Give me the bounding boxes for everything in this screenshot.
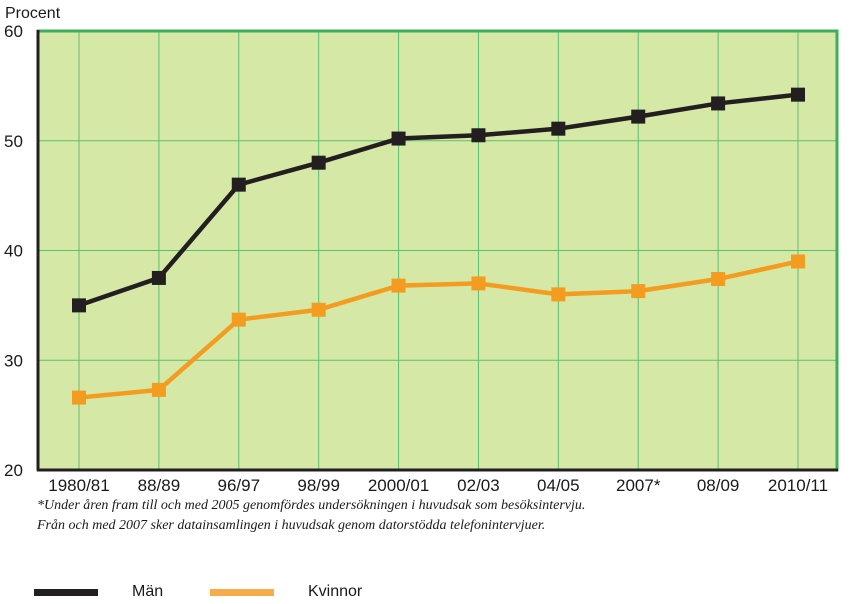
footnote-1: *Under åren fram till och med 2005 genom… [37, 498, 586, 513]
data-point-man [791, 87, 805, 102]
data-point-man [311, 155, 326, 170]
series-line-kvinnor [78, 259, 799, 400]
x-tick-label: 96/97 [218, 476, 261, 495]
data-point-man [471, 128, 486, 143]
y-tick-label: 20 [4, 461, 23, 480]
y-tick-label: 60 [4, 22, 23, 41]
data-point-kvinnor [711, 272, 726, 287]
y-tick-label: 50 [4, 132, 23, 151]
legend-label-man: Män [132, 583, 164, 600]
x-tick-label: 02/03 [457, 476, 500, 495]
data-point-man [391, 131, 406, 146]
data-point-kvinnor [791, 254, 805, 269]
data-point-kvinnor [231, 312, 246, 327]
data-point-kvinnor [151, 382, 166, 397]
data-point-man [151, 270, 166, 285]
series-line-man [78, 92, 799, 308]
x-tick-label: 88/89 [138, 476, 181, 495]
x-tick-label: 2000/01 [368, 476, 429, 495]
legend-swatch-man [34, 588, 98, 596]
data-point-man [231, 177, 246, 192]
grid-lines [38, 30, 837, 470]
y-tick-labels: 20 30 40 50 60 [4, 22, 23, 480]
x-tick-label: 08/09 [697, 476, 740, 495]
y-axis-label: Procent [5, 5, 61, 22]
x-tick-label: 98/99 [297, 476, 340, 495]
y-tick-label: 30 [4, 351, 23, 370]
x-tick-label: 2010/11 [768, 476, 828, 495]
legend-label-kvinnor: Kvinnor [308, 583, 363, 600]
x-tick-labels: 1980/81 88/89 96/97 98/99 2000/01 02/03 04/05 2… [48, 476, 828, 495]
axes [36, 30, 838, 472]
data-point-kvinnor [72, 390, 86, 405]
data-point-man [551, 121, 566, 136]
data-point-kvinnor [471, 276, 486, 291]
legend-item-man: Män [34, 580, 163, 604]
data-point-man [631, 109, 646, 124]
x-tick-label: 04/05 [537, 476, 580, 495]
x-tick-label: 2007* [616, 476, 661, 495]
x-tick-label: 1980/81 [48, 476, 109, 495]
data-point-kvinnor [391, 278, 406, 293]
data-point-man [72, 298, 86, 313]
series [72, 87, 805, 405]
data-point-kvinnor [551, 287, 566, 302]
y-tick-label: 40 [4, 242, 23, 261]
data-point-kvinnor [311, 302, 326, 317]
data-point-man [711, 96, 726, 111]
legend-item-kvinnor: Kvinnor [210, 580, 362, 604]
legend-swatch-kvinnor [210, 588, 274, 596]
data-point-kvinnor [631, 284, 646, 299]
footnote-2: Från och med 2007 sker datainsamlingen i… [37, 518, 546, 533]
